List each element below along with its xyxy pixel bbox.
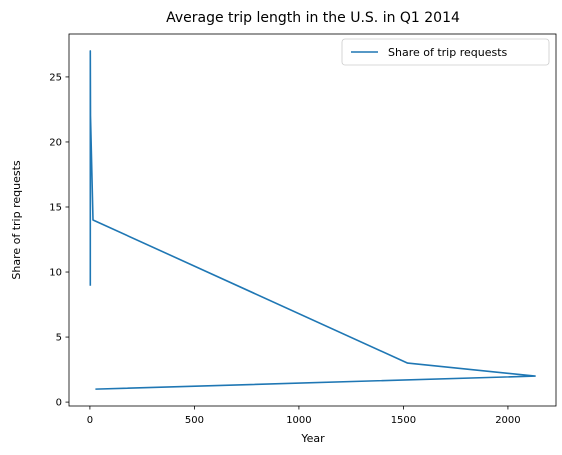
y-tick-label: 10 [49,268,62,279]
x-tick-label: 0 [87,415,93,426]
legend-label: Share of trip requests [388,46,508,59]
legend: Share of trip requests [341,38,550,66]
y-axis: 0 5 10 15 20 25 [49,72,69,409]
series-layer [89,50,536,390]
y-axis-label: Share of trip requests [10,160,23,280]
y-tick-label: 25 [49,72,62,83]
x-tick-label: 1000 [286,415,311,426]
y-tick-label: 5 [56,333,62,344]
plot-area: 0 500 1000 1500 2000 0 5 10 15 20 25 [49,33,557,426]
y-tick-label: 20 [49,137,62,148]
chart-title: Average trip length in the U.S. in Q1 20… [166,10,460,26]
x-axis: 0 500 1000 1500 2000 [87,406,521,426]
x-tick-label: 500 [185,415,204,426]
x-axis-label: Year [300,432,325,445]
x-tick-label: 1500 [391,415,416,426]
y-tick-label: 0 [56,398,62,409]
x-tick-label: 2000 [495,415,520,426]
series-line [89,50,536,390]
legend-box [341,38,550,66]
plot-frame [68,33,557,407]
y-tick-label: 15 [49,202,62,213]
